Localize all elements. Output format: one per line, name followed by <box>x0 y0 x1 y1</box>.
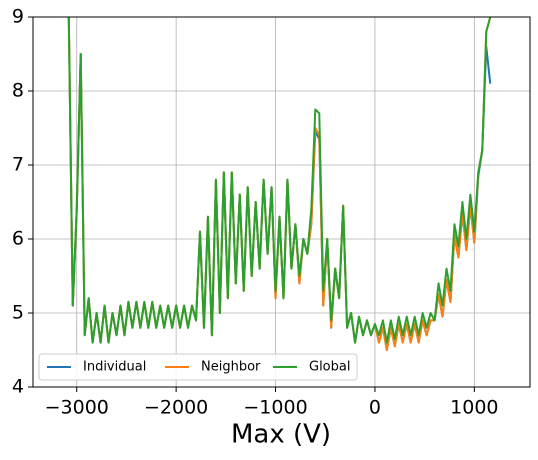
series-line <box>67 17 492 351</box>
y-tick-label: 5 <box>12 302 24 324</box>
x-tick-label: −3000 <box>45 397 109 419</box>
legend-box <box>38 353 358 381</box>
plot-frame <box>32 16 531 388</box>
legend-label: Neighbor <box>201 360 261 375</box>
series-line <box>67 17 492 351</box>
x-axis-label: Max (V) <box>231 420 331 450</box>
x-tick-label: −1000 <box>243 397 307 419</box>
x-tick-label: −2000 <box>144 397 208 419</box>
y-tick-label: 9 <box>12 6 24 28</box>
y-tick-label: 8 <box>12 80 24 102</box>
x-tick-label: 1000 <box>450 397 498 419</box>
y-tick-label: 4 <box>12 376 24 398</box>
y-tick-label: 6 <box>12 228 24 250</box>
series-line <box>67 17 492 344</box>
y-tick-label: 7 <box>12 154 24 176</box>
legend-label: Individual <box>83 360 146 375</box>
legend-label: Global <box>309 360 350 375</box>
x-tick-label: 0 <box>369 397 381 419</box>
